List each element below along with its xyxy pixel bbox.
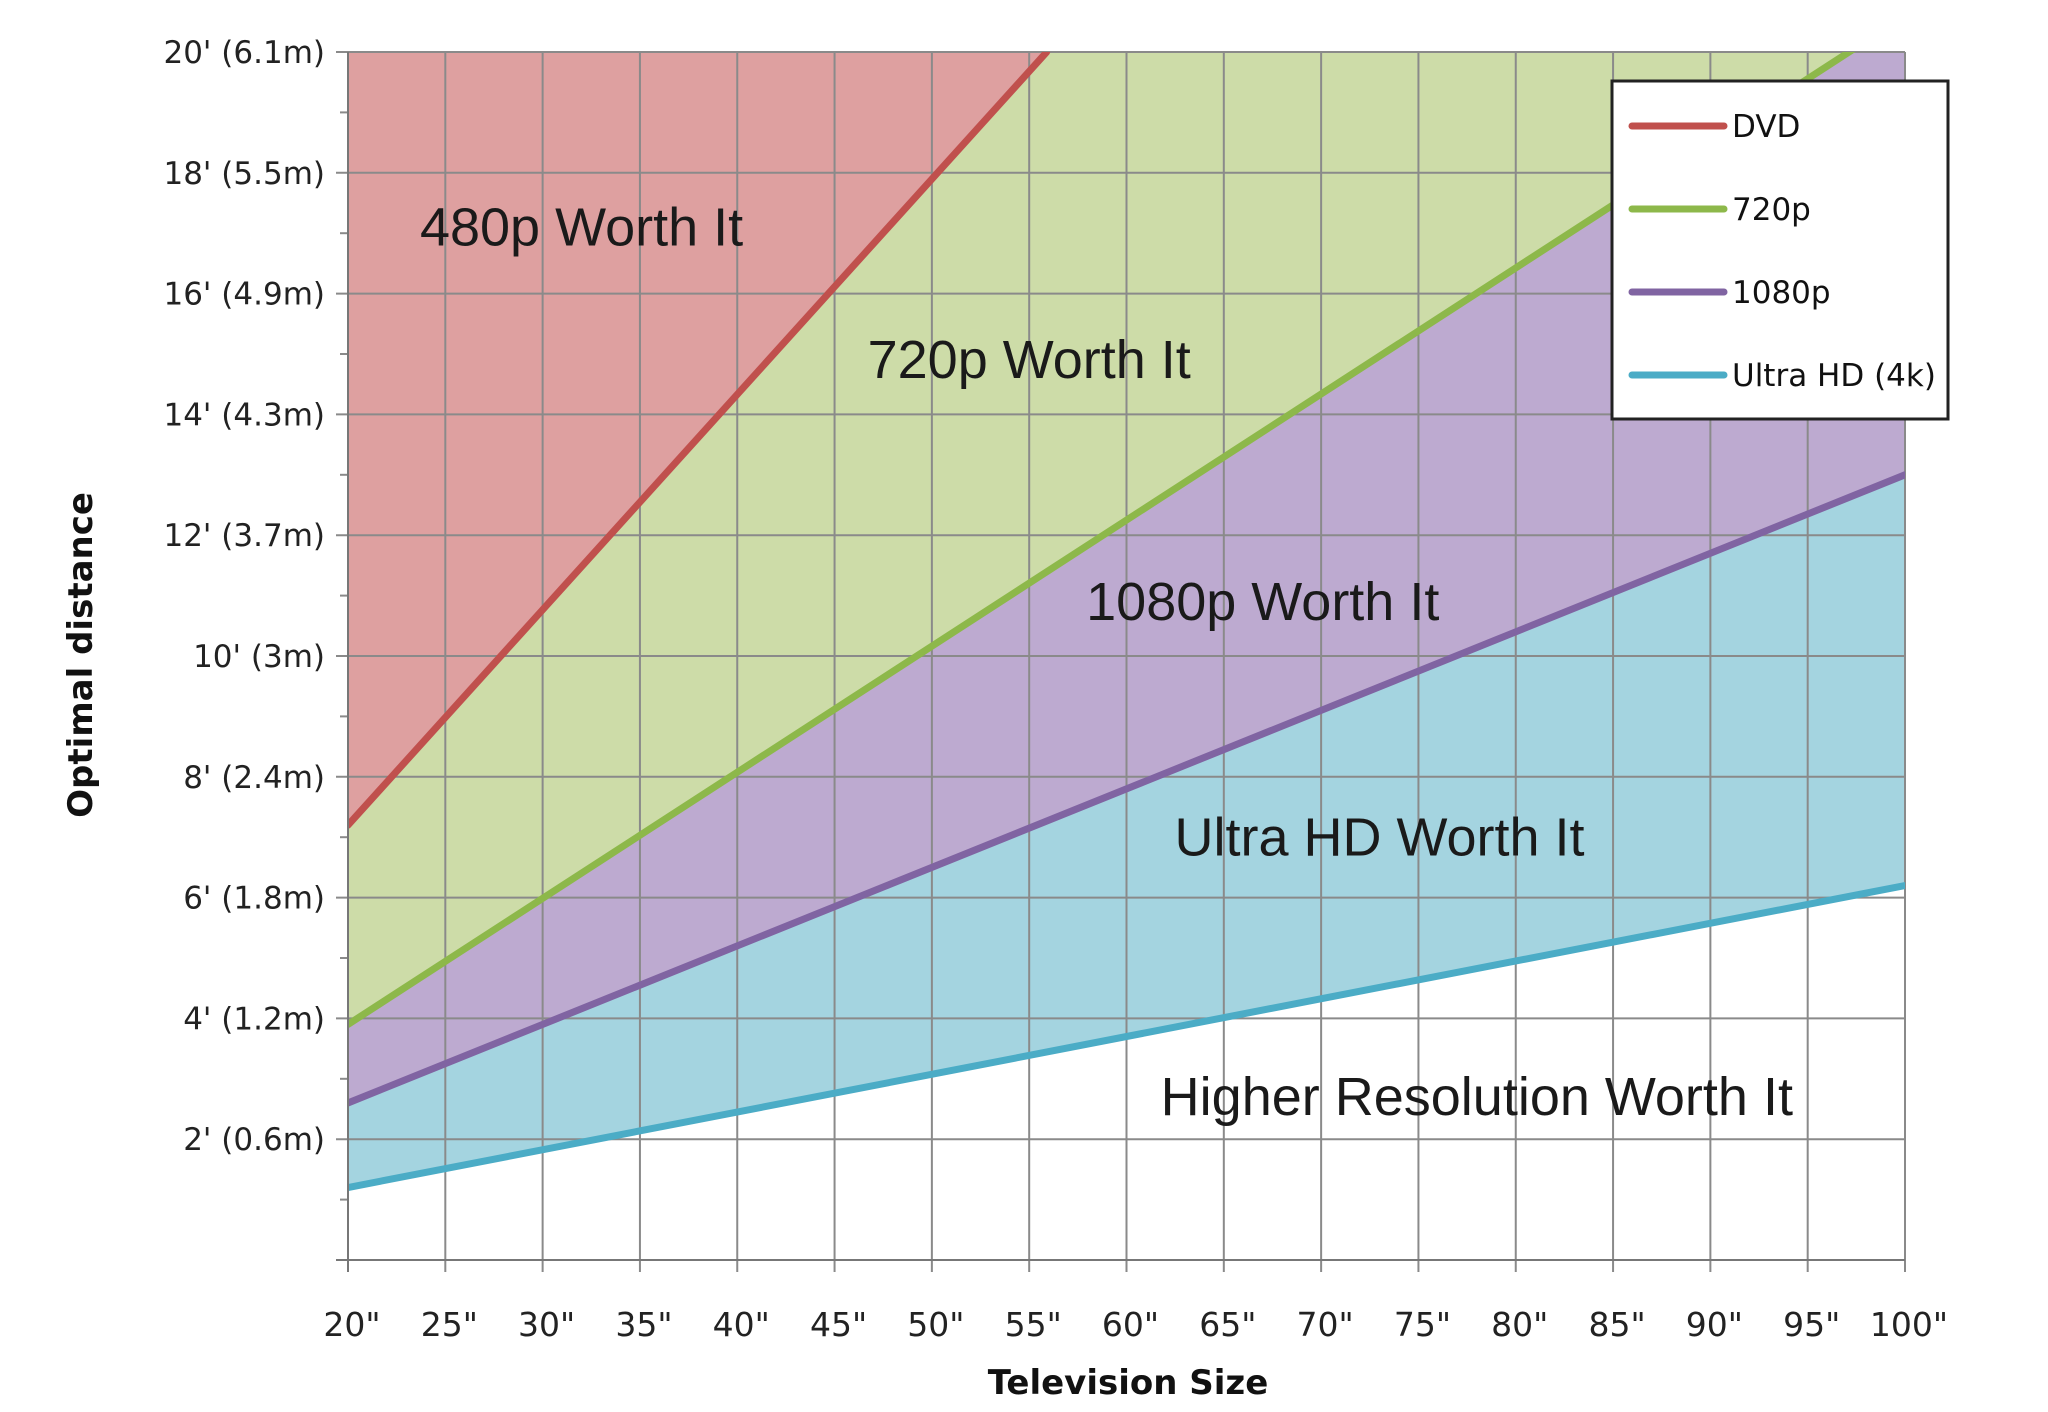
y-tick-label-4: 10' (3m) [193,639,325,675]
legend-label-2: 1080p [1732,275,1831,311]
y-tick-label-1: 4' (1.2m) [183,1001,325,1037]
y-tick-label-7: 16' (4.9m) [163,277,325,313]
region-label-4: Higher Resolution Worth It [1161,1067,1793,1127]
legend: DVD 720p 1080p Ultra HD (4k) [1610,79,1950,421]
region-label-3: Ultra HD Worth It [1174,807,1584,867]
region-labels: 480p Worth It 720p Worth It 1080p Worth It… [420,197,1793,1127]
y-tick-label-3: 8' (2.4m) [183,760,325,796]
series-line-1080p [348,471,1905,1107]
x-tick-label-14: 90" [1686,1305,1743,1344]
x-tick-label-11: 75" [1394,1305,1451,1344]
x-axis-title: Television Size [988,1363,1269,1403]
x-tick-label-5: 45" [810,1305,867,1344]
legend-label-0: DVD [1732,109,1800,145]
x-tick-label-12: 80" [1491,1305,1548,1344]
plot-frame [336,52,1905,1272]
x-tick-label-7: 55" [1005,1305,1062,1344]
legend-label-1: 720p [1732,192,1811,228]
legend-label-3: Ultra HD (4k) [1732,358,1936,394]
x-tick-label-8: 60" [1102,1305,1159,1344]
x-tick-label-9: 65" [1199,1305,1256,1344]
y-tick-label-0: 2' (0.6m) [183,1122,325,1158]
y-tick-label-9: 20' (6.1m) [163,35,325,71]
x-tick-label-0: 20" [323,1305,380,1344]
legend-box [1610,79,1950,421]
x-tick-label-2: 30" [518,1305,575,1344]
region-label-1: 720p Worth It [868,330,1191,390]
y-tick-label-5: 12' (3.7m) [163,518,325,554]
y-axis-ticks: 2' (0.6m) 4' (1.2m) 6' (1.8m) 8' (2.4m) 10' … [163,35,325,1158]
x-tick-label-10: 70" [1297,1305,1354,1344]
x-tick-label-6: 50" [907,1305,964,1344]
y-tick-label-8: 18' (5.5m) [163,156,325,192]
y-axis-title: Optimal distance [61,492,101,818]
region-label-2: 1080p Worth It [1086,572,1439,632]
series-line-dvd [348,52,1051,829]
x-tick-label-4: 40" [713,1305,770,1344]
x-tick-label-16: 100" [1870,1305,1948,1344]
x-tick-label-13: 85" [1588,1305,1645,1344]
x-axis-ticks: 20" 25" 30" 35" 40" 45" 50" 55" 60" 65" 70" 75" 80" 8… [323,1305,1948,1344]
region-label-0: 480p Worth It [420,197,743,257]
x-tick-label-1: 25" [421,1305,478,1344]
x-tick-label-3: 35" [615,1305,672,1344]
series-line-ultra-hd-4k- [348,882,1905,1192]
y-tick-label-2: 6' (1.8m) [183,881,325,917]
y-tick-label-6: 14' (4.3m) [163,397,325,433]
x-tick-label-15: 95" [1783,1305,1840,1344]
